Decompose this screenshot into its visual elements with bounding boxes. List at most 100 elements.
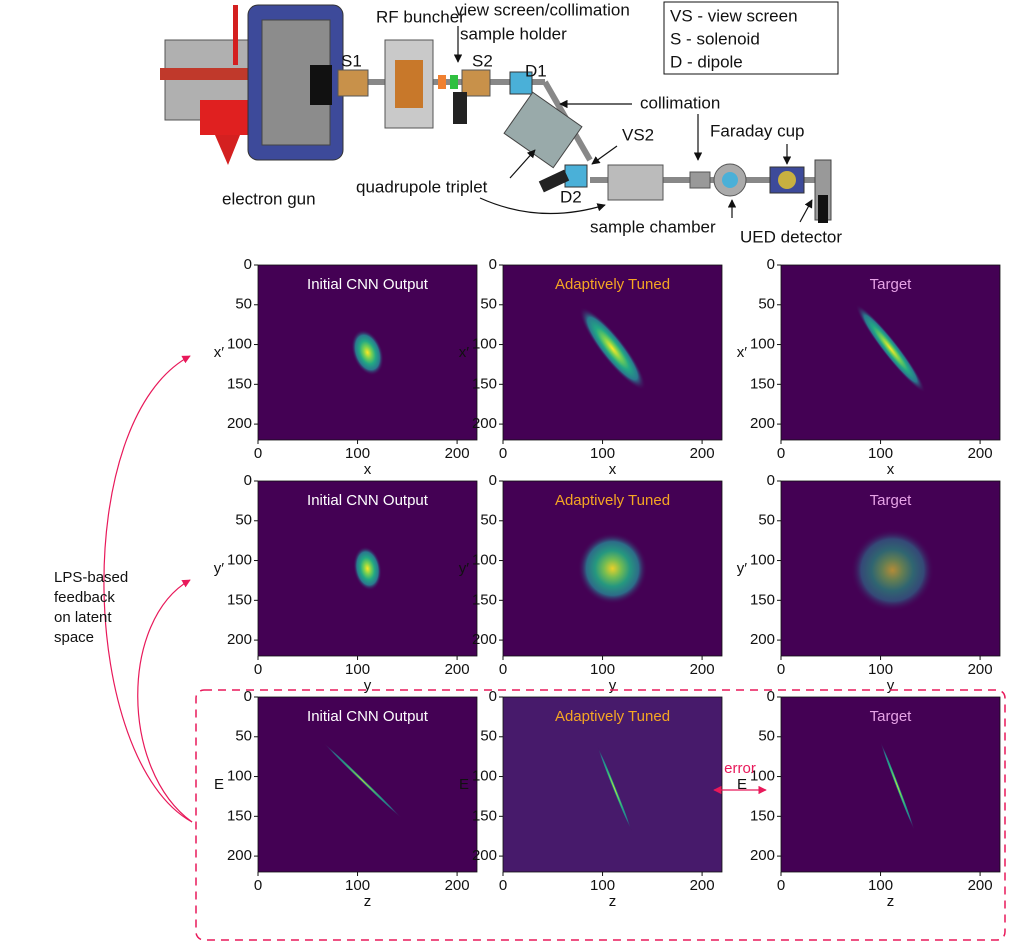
axes-frame (780, 264, 1001, 441)
x-axis-label: x (364, 461, 372, 478)
x-tick-label: 0 (254, 877, 262, 894)
x-axis-label: x (609, 461, 617, 478)
beamline-arrows (453, 26, 813, 223)
beam-distribution (597, 745, 632, 832)
beam-distribution (351, 329, 384, 376)
x-tick-label: 100 (590, 445, 615, 462)
y-tick-label: 100 (750, 552, 775, 569)
y-tick-label: 200 (472, 415, 497, 432)
beam-distribution (855, 304, 926, 393)
x-tick-label: 0 (777, 877, 785, 894)
x-tick-label: 200 (690, 445, 715, 462)
beamline-label: sample holder (460, 24, 567, 43)
y-tick-label: 150 (472, 807, 497, 824)
beamline-label: Faraday cup (710, 121, 805, 140)
axes-frame (502, 264, 723, 441)
beamline-label: D1 (525, 61, 547, 80)
y-axis-label: y′ (737, 560, 748, 577)
legend-box (663, 1, 839, 75)
feedback-arrows (103, 355, 767, 823)
y-tick-label: 100 (227, 552, 252, 569)
beamline-label: sample chamber (590, 217, 716, 236)
x-tick-label: 0 (777, 661, 785, 678)
beamline-label: quadrupole triplet (356, 177, 488, 196)
x-tick-label: 100 (345, 445, 370, 462)
y-tick-label: 150 (227, 375, 252, 392)
axes-frame (502, 480, 723, 657)
feedback-text: space (54, 629, 94, 646)
beamline-label: S2 (472, 51, 493, 70)
y-tick-label: 200 (472, 631, 497, 648)
y-tick-label: 50 (758, 296, 775, 313)
x-tick-label: 200 (690, 661, 715, 678)
x-axis-label: z (364, 893, 372, 910)
beamline-label: view screen/collimation (455, 0, 630, 19)
y-tick-label: 50 (758, 728, 775, 745)
y-tick-label: 50 (758, 512, 775, 529)
x-tick-label: 0 (499, 877, 507, 894)
x-tick-label: 200 (445, 661, 470, 678)
feedback-text: on latent (54, 609, 112, 626)
y-axis-label: y′ (459, 560, 470, 577)
axes-frame (257, 264, 478, 441)
x-tick-label: 100 (868, 877, 893, 894)
y-tick-label: 50 (235, 512, 252, 529)
y-tick-label: 150 (750, 375, 775, 392)
y-tick-label: 200 (750, 847, 775, 864)
beamline-label: D2 (560, 187, 582, 206)
beam-distribution (850, 528, 935, 612)
y-tick-label: 100 (227, 768, 252, 785)
highlight-box (195, 689, 1006, 941)
y-tick-label: 150 (750, 807, 775, 824)
feedback-text: LPS-based (54, 569, 128, 586)
axes-frame (780, 480, 1001, 657)
y-tick-label: 50 (480, 296, 497, 313)
panel-title: Initial CNN Output (307, 276, 429, 293)
y-tick-label: 0 (767, 256, 775, 273)
y-tick-label: 150 (227, 807, 252, 824)
y-tick-label: 100 (227, 336, 252, 353)
x-tick-label: 0 (499, 445, 507, 462)
x-axis-label: y (364, 677, 372, 694)
y-tick-label: 200 (750, 631, 775, 648)
legend-entry: D - dipole (670, 52, 743, 71)
y-axis-label: E (737, 776, 747, 793)
y-tick-label: 0 (244, 688, 252, 705)
panel-title: Initial CNN Output (307, 492, 429, 509)
axes-frame (780, 696, 1001, 873)
y-tick-label: 50 (480, 728, 497, 745)
y-tick-label: 200 (750, 415, 775, 432)
y-tick-label: 50 (480, 512, 497, 529)
y-tick-label: 100 (750, 336, 775, 353)
y-tick-label: 0 (489, 472, 497, 489)
beamline-label: electron gun (222, 189, 316, 208)
feedback-text: feedback (54, 589, 115, 606)
beamline-label: collimation (640, 93, 720, 112)
x-tick-label: 200 (968, 661, 993, 678)
beam-distribution (579, 307, 646, 390)
x-tick-label: 0 (254, 445, 262, 462)
y-tick-label: 0 (489, 688, 497, 705)
beamline-label: UED detector (740, 227, 842, 246)
axes-frame (257, 696, 478, 873)
x-tick-label: 100 (590, 661, 615, 678)
beamline-drawing (160, 4, 832, 223)
beamline-label: RF buncher (376, 7, 465, 26)
x-axis-label: z (887, 893, 895, 910)
y-tick-label: 0 (244, 472, 252, 489)
panel-title: Adaptively Tuned (555, 708, 670, 725)
y-axis-label: E (214, 776, 224, 793)
x-tick-label: 100 (345, 877, 370, 894)
y-tick-label: 50 (235, 296, 252, 313)
y-axis-label: y′ (214, 560, 225, 577)
x-tick-label: 100 (345, 661, 370, 678)
